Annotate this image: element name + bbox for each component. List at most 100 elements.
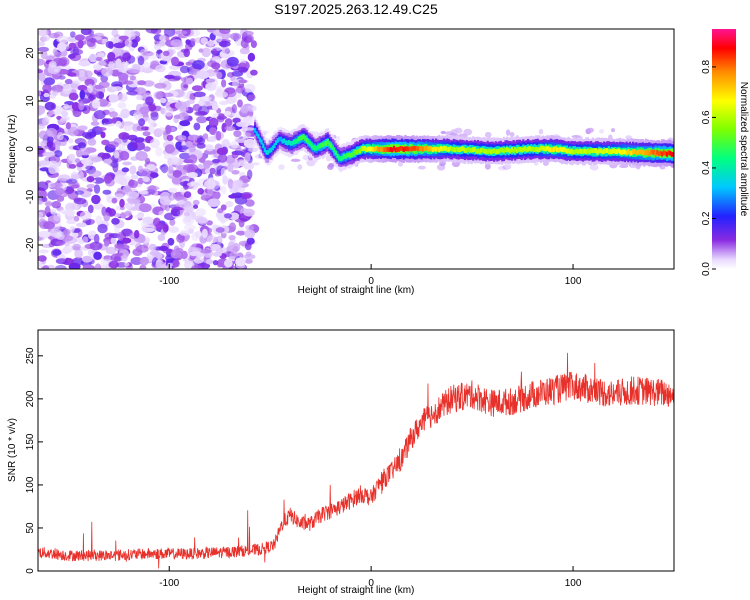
spectrogram-cell bbox=[57, 174, 71, 181]
spectrogram-cell bbox=[163, 50, 170, 57]
spectrogram-ridge-cell bbox=[539, 145, 543, 151]
spectrogram-cell bbox=[112, 86, 123, 92]
spectrogram-cell bbox=[129, 165, 137, 175]
spectrogram-ridge-cell bbox=[557, 147, 560, 153]
y-tick-label: 20 bbox=[25, 47, 36, 59]
colorbar-tick-label: 0.0 bbox=[701, 262, 712, 276]
spectrogram-cell bbox=[142, 227, 156, 232]
y-tick-label: -10 bbox=[25, 189, 36, 204]
spectrogram-cell bbox=[39, 190, 48, 198]
spectrogram-cell bbox=[95, 215, 103, 225]
spectrogram-cell bbox=[127, 191, 140, 199]
spectrogram-cell bbox=[168, 187, 178, 193]
spectrogram-cell bbox=[113, 150, 120, 159]
spectrogram-ridge-cell bbox=[551, 147, 554, 153]
spectrogram-cell bbox=[62, 85, 72, 95]
spectrogram-ridge-cell bbox=[439, 145, 442, 151]
spectrogram-ridge-cell bbox=[270, 147, 273, 153]
spectrogram-cell bbox=[92, 177, 105, 184]
spectrogram-ridge-cell bbox=[635, 150, 638, 156]
spectrogram-cell bbox=[38, 29, 49, 37]
spectrogram-cell bbox=[87, 138, 97, 146]
spectrogram-cell bbox=[38, 261, 43, 268]
spectrogram-cell bbox=[91, 194, 101, 205]
spectrogram-cell bbox=[235, 230, 246, 236]
spectrogram-ridge-cell bbox=[622, 149, 625, 155]
spectrogram-cell bbox=[111, 197, 118, 204]
snr-frame bbox=[37, 329, 675, 572]
spectrogram-cell bbox=[183, 203, 195, 213]
spectrogram-cell bbox=[212, 251, 222, 257]
spectrogram-cell bbox=[105, 246, 117, 255]
spectrogram-cell bbox=[142, 131, 151, 137]
spectrogram-y-ticks: -20 -10 0 10 20 bbox=[25, 47, 43, 252]
spectrogram-ridge-cell bbox=[410, 146, 413, 152]
figure-title: S197.2025.263.12.49.C25 bbox=[274, 1, 438, 17]
spectrogram-cell bbox=[219, 100, 228, 106]
spectrogram-ridge-cell bbox=[657, 151, 660, 157]
spectrogram-cell bbox=[197, 216, 208, 225]
spectrogram-ridge-cell bbox=[481, 147, 484, 153]
spectrogram-cell bbox=[88, 53, 98, 63]
spectrogram-cell bbox=[153, 91, 164, 100]
spectrogram-cell bbox=[103, 174, 112, 184]
spectrogram-ridge-cell bbox=[467, 147, 470, 152]
spectrogram-ridge-cell bbox=[515, 148, 518, 154]
spectrogram-cell bbox=[625, 135, 632, 140]
spectrogram-cell bbox=[174, 101, 188, 110]
spectrogram-cell bbox=[38, 58, 46, 66]
spectrogram-cell bbox=[134, 109, 142, 115]
spectrogram-cell bbox=[204, 168, 210, 174]
spectrogram-cell bbox=[93, 251, 102, 260]
spectrogram-cell bbox=[590, 163, 599, 171]
spectrogram-ridge-cell bbox=[438, 147, 441, 153]
spectrogram-ridge-cell bbox=[402, 147, 405, 152]
spectrogram-cell bbox=[76, 162, 84, 168]
spectrogram-cell bbox=[251, 162, 260, 166]
spectrogram-ridge-cell bbox=[449, 146, 452, 151]
spectrogram-cell bbox=[231, 104, 237, 114]
spectrogram-cell bbox=[102, 118, 114, 125]
spectrogram-cell bbox=[122, 161, 132, 166]
spectrogram-cell bbox=[128, 199, 141, 205]
x-tick-label: -100 bbox=[159, 276, 179, 287]
spectrogram-cell bbox=[67, 154, 76, 165]
spectrogram-cell bbox=[57, 42, 67, 52]
spectrogram-cell bbox=[244, 127, 255, 132]
spectrogram-cell bbox=[208, 117, 219, 128]
spectrogram-cell bbox=[59, 117, 68, 123]
spectrogram-cell bbox=[179, 152, 191, 160]
spectrogram-cell bbox=[130, 174, 139, 180]
spectrogram-ridge-cell bbox=[273, 143, 276, 148]
spectrogram-cell bbox=[196, 70, 210, 80]
spectrogram-cell bbox=[454, 127, 463, 134]
spectrogram-cell bbox=[243, 30, 254, 37]
spectrogram-cell bbox=[111, 117, 118, 124]
spectrogram-cell bbox=[142, 176, 150, 182]
spectrogram-ridge-cell bbox=[590, 148, 593, 153]
spectrogram-ridge-cell bbox=[476, 148, 480, 154]
spectrogram-cell bbox=[611, 128, 615, 133]
spectrogram-ridge-cell bbox=[292, 139, 295, 145]
spectrogram-cell bbox=[94, 84, 104, 90]
spectrogram-ridge-cell bbox=[296, 138, 299, 144]
spectrogram-cell bbox=[247, 52, 256, 62]
spectrogram-ridge-cell bbox=[585, 149, 588, 155]
spectrogram-ridge-cell bbox=[465, 147, 468, 153]
spectrogram-cell bbox=[138, 118, 146, 127]
spectrogram-cell bbox=[145, 96, 154, 106]
spectrogram-cell bbox=[100, 131, 106, 139]
spectrogram-cell bbox=[42, 264, 50, 269]
y-tick-label: 0 bbox=[25, 146, 36, 152]
spectrogram-cell bbox=[157, 234, 166, 241]
spectrogram-ridge-cell bbox=[265, 150, 268, 155]
spectrogram-cell bbox=[244, 229, 256, 239]
spectrogram-cell bbox=[220, 167, 226, 178]
spectrogram-ridge-cell bbox=[417, 146, 420, 152]
spectrogram-cell bbox=[192, 247, 202, 253]
spectrogram-cell bbox=[160, 92, 174, 98]
colorbar-gradient bbox=[712, 29, 736, 269]
spectrogram-ridge-cell bbox=[623, 149, 627, 155]
spectrogram-ridge-cell bbox=[300, 135, 304, 141]
spectrogram-cell bbox=[162, 80, 172, 91]
